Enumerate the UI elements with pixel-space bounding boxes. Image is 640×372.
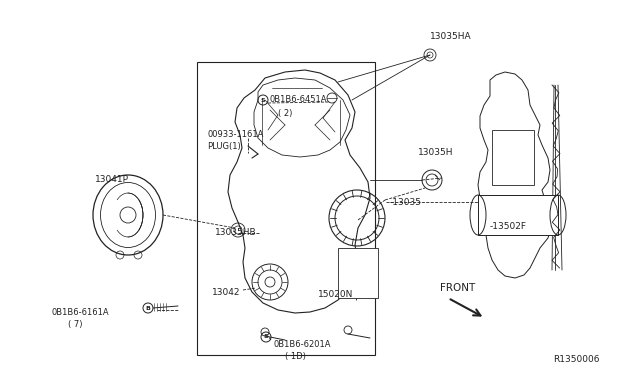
Bar	[492, 130, 534, 185]
Text: 13042: 13042	[212, 288, 241, 297]
Text: 0B1B6-6451A: 0B1B6-6451A	[270, 95, 328, 104]
Text: -13035: -13035	[390, 198, 422, 207]
Text: ( 7): ( 7)	[68, 320, 83, 329]
Text: FRONT: FRONT	[440, 283, 476, 293]
Text: R1350006: R1350006	[554, 355, 600, 364]
Text: ( 1D): ( 1D)	[285, 352, 306, 361]
Text: 0B1B6-6201A: 0B1B6-6201A	[274, 340, 332, 349]
Text: 13041P: 13041P	[95, 175, 129, 184]
Text: S: S	[264, 334, 268, 340]
Text: ( 2): ( 2)	[278, 109, 292, 118]
Bar	[197, 62, 375, 355]
Bar	[338, 248, 378, 298]
Text: PLUG(1): PLUG(1)	[207, 142, 241, 151]
Bar	[478, 195, 558, 235]
Text: 15020N: 15020N	[318, 290, 353, 299]
Text: B: B	[145, 305, 150, 311]
Text: S: S	[260, 97, 266, 103]
Text: -13502F: -13502F	[490, 222, 527, 231]
Text: 13035H: 13035H	[418, 148, 454, 157]
Text: 00933-1161A: 00933-1161A	[207, 130, 264, 139]
Text: 13035HA: 13035HA	[430, 32, 472, 41]
Text: 0B1B6-6161A: 0B1B6-6161A	[52, 308, 109, 317]
Text: 13035HB: 13035HB	[215, 228, 257, 237]
Bar	[492, 195, 534, 230]
